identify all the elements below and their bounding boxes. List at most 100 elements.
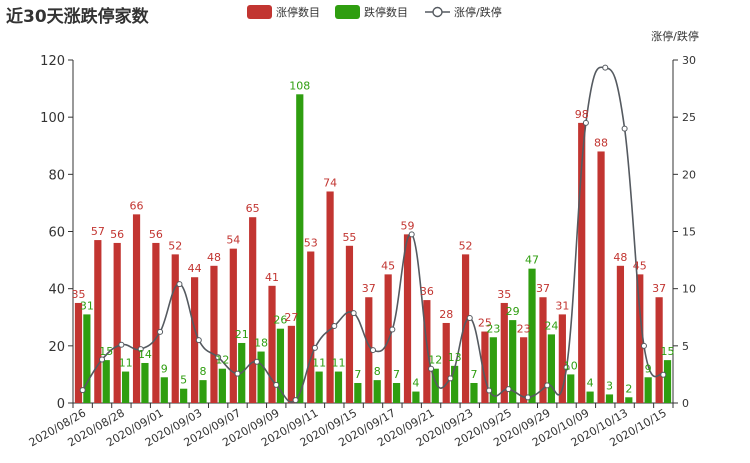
- bar-limit-down[interactable]: [315, 371, 323, 403]
- bar-limit-up[interactable]: [287, 325, 295, 403]
- bar-limit-down[interactable]: [412, 391, 420, 403]
- bar-limit-up[interactable]: [616, 265, 625, 403]
- ratio-point[interactable]: [428, 365, 435, 372]
- bar-limit-down[interactable]: [354, 382, 362, 403]
- legend-swatch-ratio-marker[interactable]: [432, 6, 443, 18]
- ratio-point[interactable]: [640, 342, 647, 349]
- ratio-point[interactable]: [408, 231, 415, 238]
- bar-limit-down[interactable]: [489, 337, 497, 403]
- bar-limit-down[interactable]: [586, 391, 594, 403]
- bar-limit-down[interactable]: [451, 365, 459, 403]
- bar-limit-up[interactable]: [307, 251, 315, 403]
- bar-limit-down[interactable]: [373, 380, 381, 403]
- bar-limit-up[interactable]: [520, 337, 528, 403]
- bar-limit-down[interactable]: [605, 394, 614, 403]
- legend-swatch-limit-down[interactable]: [335, 5, 360, 19]
- bar-limit-down[interactable]: [160, 377, 168, 403]
- bar-limit-up[interactable]: [152, 242, 160, 403]
- bar-limit-down[interactable]: [625, 397, 633, 403]
- bar-limit-up[interactable]: [403, 234, 412, 403]
- ratio-point[interactable]: [466, 315, 473, 322]
- bar-limit-up[interactable]: [74, 302, 83, 403]
- bar-limit-up[interactable]: [500, 302, 508, 403]
- bar-limit-up[interactable]: [539, 297, 547, 403]
- bar-limit-down[interactable]: [180, 388, 188, 403]
- bar-limit-down[interactable]: [83, 314, 91, 403]
- bar-limit-up[interactable]: [423, 300, 431, 403]
- bar-limit-down[interactable]: [663, 360, 672, 403]
- bar-limit-down[interactable]: [276, 328, 285, 403]
- ratio-point[interactable]: [544, 382, 551, 389]
- ratio-point[interactable]: [292, 397, 299, 404]
- ratio-point[interactable]: [195, 337, 202, 344]
- ratio-point[interactable]: [486, 387, 493, 394]
- bar-limit-down[interactable]: [431, 368, 439, 403]
- ratio-point[interactable]: [273, 381, 280, 388]
- ratio-point[interactable]: [311, 344, 318, 351]
- ratio-point[interactable]: [176, 281, 183, 288]
- bar-limit-up[interactable]: [249, 217, 257, 403]
- legend-label[interactable]: 涨停数目: [276, 5, 320, 19]
- bar-limit-down[interactable]: [644, 377, 652, 403]
- legend-label[interactable]: 涨停/跌停: [454, 5, 502, 19]
- ratio-point[interactable]: [234, 370, 241, 377]
- bar-limit-down[interactable]: [121, 371, 130, 403]
- bar-limit-up[interactable]: [113, 242, 121, 403]
- ratio-point[interactable]: [602, 64, 609, 71]
- bar-limit-down[interactable]: [392, 382, 401, 403]
- bar-limit-up[interactable]: [636, 274, 644, 403]
- bar-limit-up[interactable]: [345, 245, 354, 403]
- ratio-point[interactable]: [215, 354, 222, 361]
- bar-limit-down[interactable]: [296, 94, 304, 404]
- ratio-point[interactable]: [621, 125, 628, 132]
- ratio-point[interactable]: [660, 371, 667, 378]
- legend-label[interactable]: 跌停数目: [364, 5, 408, 19]
- bar-limit-up[interactable]: [461, 254, 470, 403]
- ratio-point[interactable]: [253, 358, 260, 365]
- ratio-point[interactable]: [137, 346, 144, 353]
- ratio-point[interactable]: [524, 394, 531, 401]
- bar-limit-up[interactable]: [94, 240, 102, 403]
- bar-limit-up[interactable]: [655, 297, 663, 403]
- ratio-point[interactable]: [118, 341, 125, 348]
- bar-limit-down[interactable]: [567, 374, 575, 403]
- bar-limit-down[interactable]: [547, 334, 555, 403]
- bar-limit-down[interactable]: [470, 382, 478, 403]
- bar-limit-down[interactable]: [199, 380, 207, 403]
- data-label-limit-down: 2: [625, 382, 632, 395]
- ratio-point[interactable]: [331, 323, 338, 330]
- ratio-point[interactable]: [79, 387, 86, 394]
- ratio-point[interactable]: [505, 386, 512, 393]
- bar-limit-up[interactable]: [326, 191, 334, 403]
- bar-limit-up[interactable]: [442, 322, 450, 403]
- bar-limit-up[interactable]: [229, 248, 237, 403]
- bar-limit-up[interactable]: [578, 122, 586, 403]
- ratio-point[interactable]: [582, 119, 589, 126]
- bar-limit-down[interactable]: [141, 362, 149, 403]
- bar-limit-up[interactable]: [191, 277, 199, 403]
- ratio-point[interactable]: [563, 364, 570, 371]
- bar-limit-up[interactable]: [558, 314, 566, 403]
- bar-limit-up[interactable]: [481, 331, 489, 403]
- bar-limit-up[interactable]: [268, 285, 276, 403]
- bar-limit-down[interactable]: [102, 360, 110, 403]
- bar-limit-down[interactable]: [257, 351, 265, 403]
- legend-swatch-limit-up[interactable]: [247, 5, 272, 19]
- ratio-point[interactable]: [370, 347, 376, 354]
- bar-limit-down[interactable]: [528, 268, 536, 403]
- ratio-point[interactable]: [99, 356, 106, 363]
- legend[interactable]: 涨停数目 跌停数目 涨停/跌停: [247, 5, 502, 19]
- bar-limit-up[interactable]: [597, 151, 605, 403]
- bar-limit-up[interactable]: [210, 265, 218, 403]
- ratio-point[interactable]: [447, 375, 454, 382]
- bar-limit-down[interactable]: [218, 368, 226, 403]
- ratio-point[interactable]: [157, 328, 164, 335]
- bar-limit-down[interactable]: [509, 320, 517, 403]
- bar-limit-up[interactable]: [365, 297, 373, 403]
- ratio-point[interactable]: [389, 326, 396, 333]
- bar-limit-up[interactable]: [132, 214, 141, 403]
- bar-limit-up[interactable]: [171, 254, 179, 403]
- bar-limit-down[interactable]: [334, 371, 343, 403]
- ratio-point[interactable]: [350, 310, 357, 317]
